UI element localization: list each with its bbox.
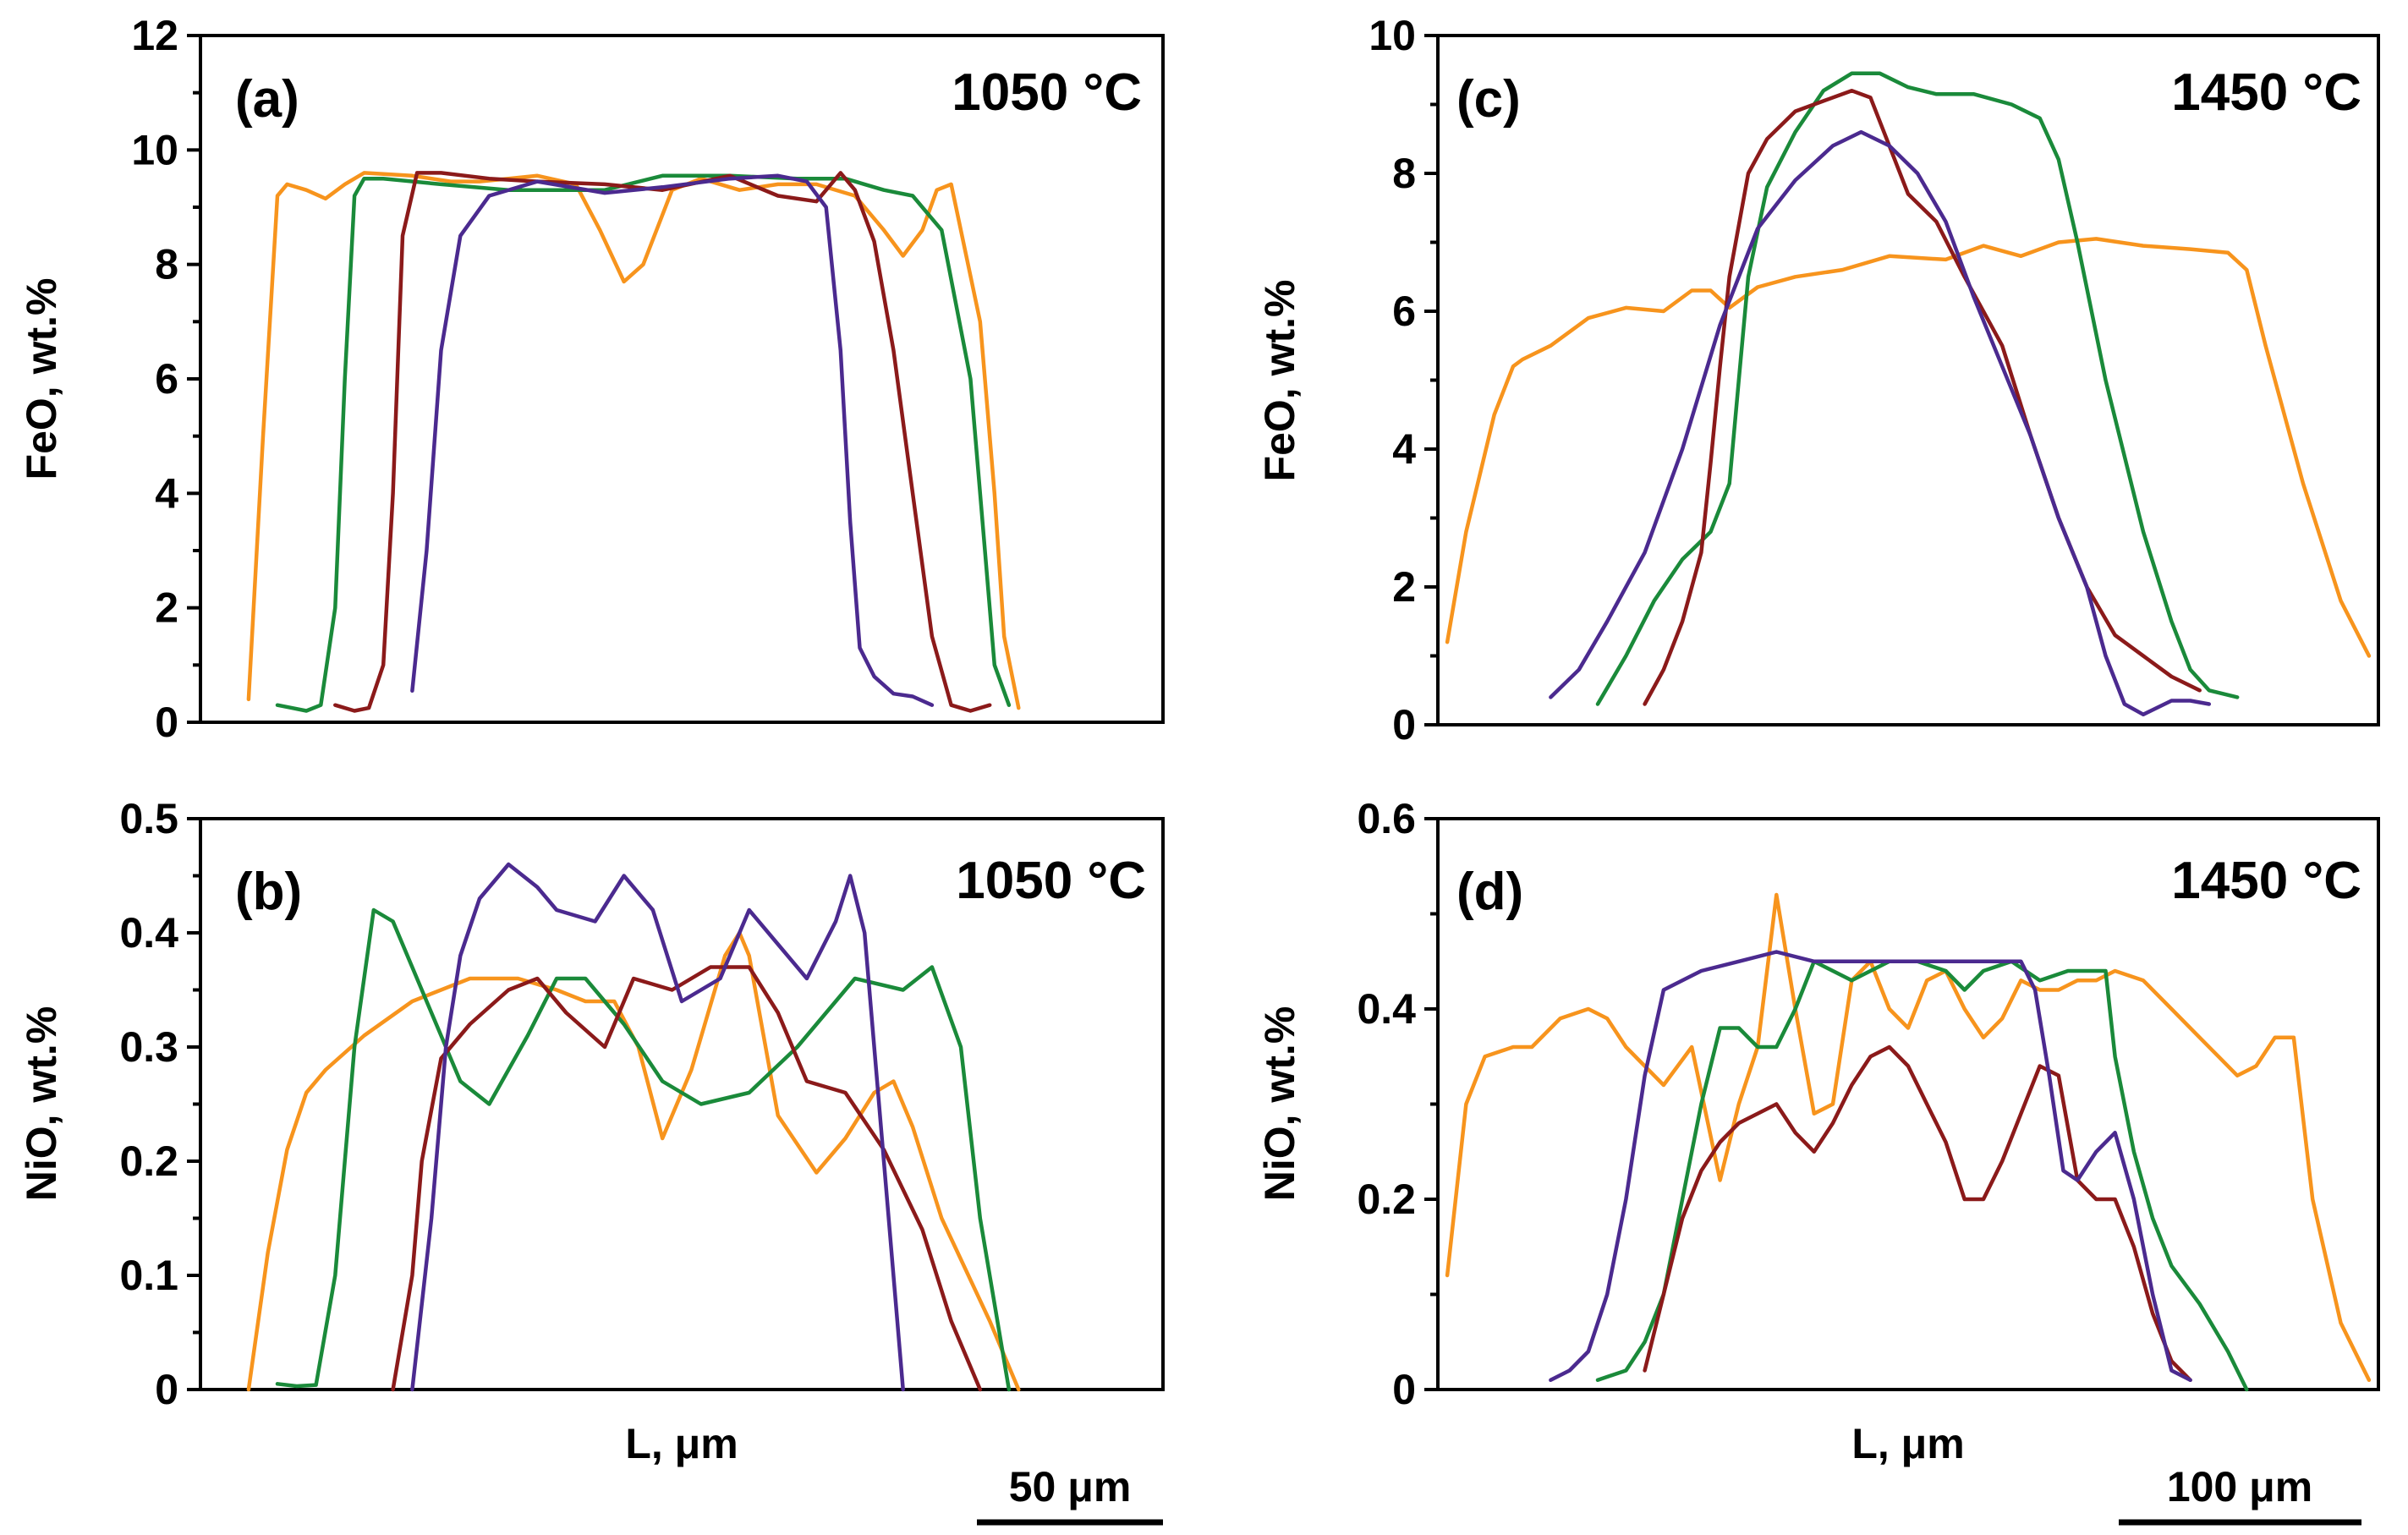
y-tick-label: 10: [1369, 12, 1416, 59]
scale-bar-label: 50 μm: [1009, 1463, 1132, 1510]
panel-d-nio-1450: 0 0.2 0.4 0.6 NiO, wt.% (d) 1450 °C L, μm 1…: [1256, 795, 2380, 1526]
y-axis-label: NiO, wt.%: [18, 1006, 65, 1202]
series-line-purple: [1549, 129, 2212, 717]
series-line-purple: [410, 173, 935, 707]
y-axis-label: FeO, wt.%: [18, 278, 65, 480]
series-line-green: [1595, 71, 2240, 706]
y-tick-label: 2: [1392, 563, 1416, 611]
y-tick-label: 0.5: [119, 795, 178, 842]
series-line-green: [1595, 959, 2249, 1392]
series-line-green: [275, 173, 1012, 713]
y-tick-label: 10: [131, 126, 178, 173]
series-line-orange: [1445, 237, 2372, 658]
panel-c-feo-1450: 0 2 4 6 8 10 FeO, wt.% (c) 1450 °C: [1256, 12, 2380, 748]
y-axis-ticks: 0 0.1 0.2 0.3 0.4 0.5: [119, 795, 200, 1413]
x-axis-label: L, μm: [1851, 1420, 1964, 1467]
y-axis-ticks: 0 2 4 6 8 10 12: [131, 12, 200, 746]
panel-label: (a): [235, 70, 299, 129]
series-line-orange: [246, 930, 1021, 1392]
y-axis-ticks: 0 2 4 6 8 10: [1369, 12, 1438, 748]
temperature-label: 1450 °C: [2171, 852, 2361, 910]
series-group: [246, 171, 1021, 713]
temperature-label: 1450 °C: [2171, 63, 2361, 122]
panel-label: (d): [1456, 863, 1523, 921]
plot-frame: [1436, 34, 2380, 726]
series-group: [1445, 892, 2372, 1392]
series-line-orange: [246, 171, 1021, 710]
y-tick-label: 0.3: [119, 1023, 178, 1071]
y-tick-label: 0: [1392, 1366, 1416, 1413]
panel-label: (b): [235, 863, 302, 921]
y-tick-label: 12: [131, 12, 178, 59]
y-axis-label: FeO, wt.%: [1256, 280, 1303, 482]
y-tick-label: 6: [1392, 288, 1416, 335]
series-group: [1445, 71, 2372, 717]
y-tick-label: 0: [155, 699, 178, 746]
y-tick-label: 4: [155, 469, 178, 517]
y-tick-label: 6: [155, 355, 178, 403]
series-line-green: [275, 907, 1012, 1392]
x-axis-label: L, μm: [625, 1420, 738, 1467]
series-line-purple: [410, 862, 905, 1392]
series-line-dark-red: [391, 965, 983, 1392]
temperature-label: 1050 °C: [956, 852, 1146, 910]
y-tick-label: 0: [1392, 701, 1416, 748]
panel-label: (c): [1456, 70, 1521, 129]
series-line-purple: [1549, 950, 2192, 1383]
y-tick-label: 2: [155, 584, 178, 632]
y-tick-label: 0.1: [119, 1252, 178, 1299]
y-tick-label: 0.2: [1357, 1176, 1416, 1223]
y-tick-label: 0.6: [1357, 795, 1416, 842]
y-axis-ticks: 0 0.2 0.4 0.6: [1357, 795, 1438, 1413]
y-tick-label: 0: [155, 1366, 178, 1413]
series-line-dark-red: [1643, 1044, 2192, 1383]
panel-a-feo-1050: 0 2 4 6 8 10 12 FeO, wt.% (a) 1050 °C: [18, 12, 1165, 746]
y-tick-label: 8: [155, 241, 178, 288]
y-tick-label: 8: [1392, 150, 1416, 197]
y-tick-label: 0.2: [119, 1138, 178, 1185]
scale-bar-label: 100 μm: [2167, 1463, 2312, 1510]
series-group: [246, 862, 1021, 1392]
temperature-label: 1050 °C: [952, 63, 1142, 122]
panel-b-nio-1050: 0 0.1 0.2 0.3 0.4 0.5 NiO, wt.% (b) 1050 °C L…: [18, 795, 1165, 1526]
y-tick-label: 0.4: [119, 909, 178, 957]
series-line-orange: [1445, 892, 2372, 1383]
y-tick-label: 4: [1392, 425, 1416, 473]
y-axis-label: NiO, wt.%: [1256, 1006, 1303, 1202]
y-tick-label: 0.4: [1357, 985, 1416, 1033]
